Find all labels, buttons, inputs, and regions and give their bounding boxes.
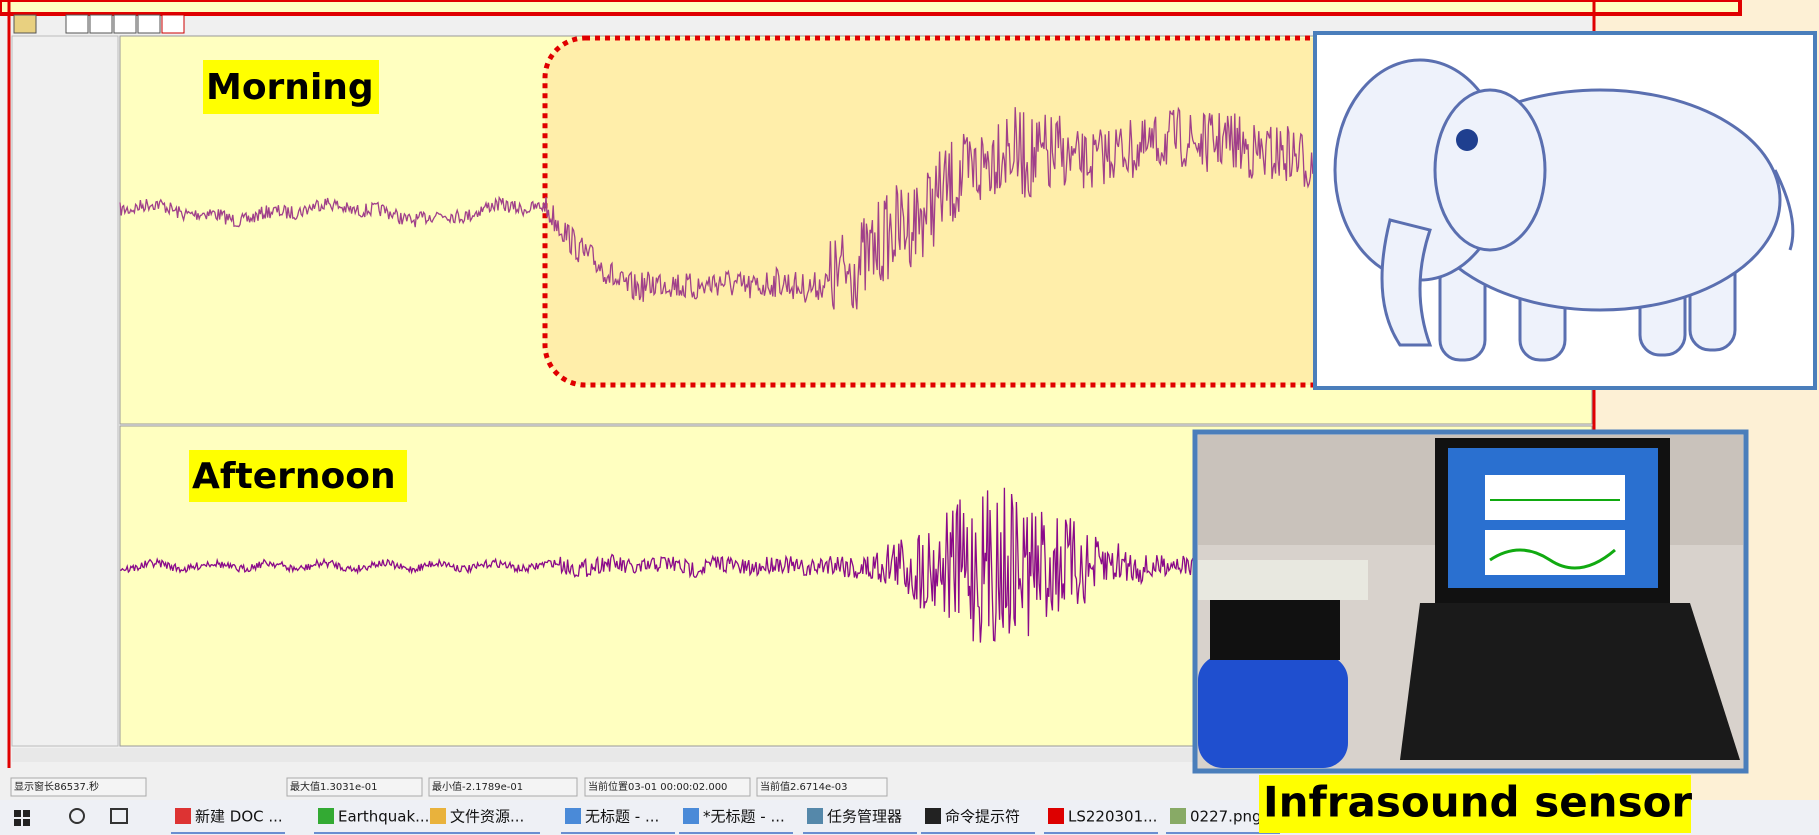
search[interactable] (69, 808, 85, 824)
taskbar-icon[interactable] (565, 808, 581, 824)
task-view[interactable] (110, 808, 128, 824)
title-frame (0, 0, 1742, 16)
waveform-morning (119, 106, 1314, 310)
photo-content (1198, 435, 1743, 768)
taskbar-icon[interactable] (807, 808, 823, 824)
highlight-region (542, 35, 1372, 388)
elephant (1333, 58, 1795, 362)
taskbar-label[interactable]: LS220301... (1068, 808, 1157, 826)
start (23, 819, 30, 826)
status-text: 最大值1.3031e-01 (290, 780, 377, 793)
status-text: 当前位置03-01 00:00:02.000 (588, 780, 727, 793)
tool-open[interactable] (13, 14, 37, 34)
toolbar (13, 14, 185, 34)
taskbar-icon[interactable] (1048, 808, 1064, 824)
status-text: 最小值-2.1789e-01 (432, 780, 523, 793)
tool-3[interactable] (113, 14, 137, 34)
taskbar-label[interactable]: 0227.png (1190, 808, 1262, 826)
status-cell (756, 777, 888, 797)
tool-2[interactable] (89, 14, 113, 34)
status-cell (584, 777, 751, 797)
tool-5[interactable] (161, 14, 185, 34)
tool-1[interactable] (65, 14, 89, 34)
label-bg (1259, 775, 1691, 833)
taskbar-icon[interactable] (430, 808, 446, 824)
taskbar-label[interactable]: *无标题 - ... (703, 808, 785, 826)
taskbar-label[interactable]: 新建 DOC ... (195, 808, 283, 826)
tool-4[interactable] (137, 14, 161, 34)
taskbar-icon[interactable] (925, 808, 941, 824)
label-bg (189, 450, 407, 502)
waveform-afternoon (119, 487, 1195, 643)
label-bg (203, 60, 379, 114)
panel-label: Morning (206, 67, 374, 108)
status-cell (10, 777, 147, 797)
taskbar-label[interactable]: 任务管理器 (827, 808, 902, 826)
side-panel (11, 35, 119, 747)
taskbar-label[interactable]: Earthquak... (338, 808, 429, 826)
status-cell (428, 777, 578, 797)
taskbar-icon[interactable] (175, 808, 191, 824)
status-cells: 显示窗长86537.秒 最大值1.3031e-01 最小值-2.1789e-01 当前… (10, 777, 888, 797)
taskbar-items: 新建 DOC ... Earthquak... 文件资源... 无标题 - ... *无… (171, 808, 1280, 834)
taskbar-icon[interactable] (683, 808, 699, 824)
taskbar-label[interactable]: 文件资源... (450, 808, 524, 826)
status-cell (286, 777, 423, 797)
status-text: 显示窗长86537.秒 (14, 780, 99, 793)
taskbar-icon[interactable] (318, 808, 334, 824)
start[interactable] (14, 810, 21, 817)
taskbar-label[interactable]: 无标题 - ... (585, 808, 659, 826)
start (23, 810, 30, 817)
taskbar-label[interactable]: 命令提示符 (945, 808, 1020, 826)
status-text: 当前值2.6714e-03 (760, 780, 847, 793)
panel-label: Afternoon (192, 456, 396, 497)
elephant-eye (1456, 129, 1478, 151)
sensor-label: Infrasound sensor (1263, 778, 1692, 827)
taskbar-icon[interactable] (1170, 808, 1186, 824)
start (14, 819, 21, 826)
